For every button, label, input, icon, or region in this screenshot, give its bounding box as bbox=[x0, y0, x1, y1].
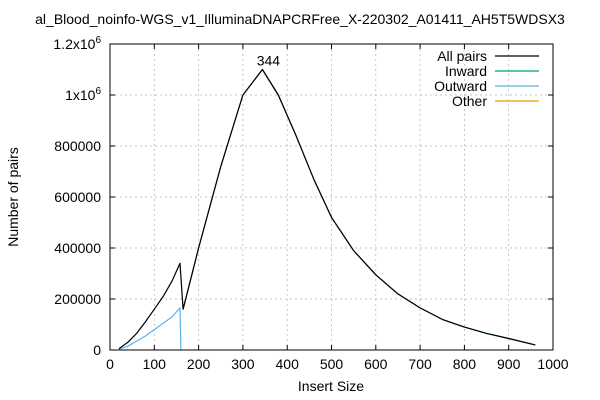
legend-label: All pairs bbox=[437, 48, 487, 64]
y-axis-label: Number of pairs bbox=[5, 147, 21, 247]
x-tick-label: 700 bbox=[408, 356, 432, 372]
grid bbox=[110, 44, 553, 350]
y-tick-label: 0 bbox=[93, 342, 101, 358]
x-tick-label: 900 bbox=[497, 356, 521, 372]
x-axis-label: Insert Size bbox=[298, 378, 364, 394]
legend-label: Outward bbox=[434, 78, 487, 94]
series-line-outward bbox=[118, 307, 182, 351]
peak-label: 344 bbox=[257, 53, 281, 69]
legend-label: Inward bbox=[445, 63, 487, 79]
series-line-all-pairs bbox=[118, 68, 536, 350]
x-tick-label: 300 bbox=[231, 356, 255, 372]
x-tick-label: 100 bbox=[143, 356, 167, 372]
x-axis-ticks: 0 100 200 300 400 500 600 700 800 900 1000 bbox=[106, 44, 569, 372]
series-line-inward bbox=[182, 68, 536, 346]
x-tick-label: 400 bbox=[276, 356, 300, 372]
y-tick-label: 1x106 bbox=[65, 86, 101, 103]
x-tick-label: 500 bbox=[320, 356, 344, 372]
y-tick-label: 600000 bbox=[54, 189, 101, 205]
chart-title: al_Blood_noinfo-WGS_v1_IlluminaDNAPCRFre… bbox=[35, 11, 565, 27]
y-tick-label: 800000 bbox=[54, 138, 101, 154]
y-tick-label: 400000 bbox=[54, 240, 101, 256]
legend-label: Other bbox=[452, 93, 487, 109]
x-tick-label: 0 bbox=[106, 356, 114, 372]
x-tick-label: 600 bbox=[364, 356, 388, 372]
series-lines bbox=[118, 68, 536, 351]
x-tick-label: 800 bbox=[453, 356, 477, 372]
y-tick-label: 200000 bbox=[54, 291, 101, 307]
x-tick-label: 1000 bbox=[537, 356, 568, 372]
x-tick-label: 200 bbox=[187, 356, 211, 372]
y-axis-ticks: 0 200000 400000 600000 800000 1x106 1.2x106 bbox=[53, 35, 553, 358]
y-tick-label: 1.2x106 bbox=[53, 35, 101, 52]
